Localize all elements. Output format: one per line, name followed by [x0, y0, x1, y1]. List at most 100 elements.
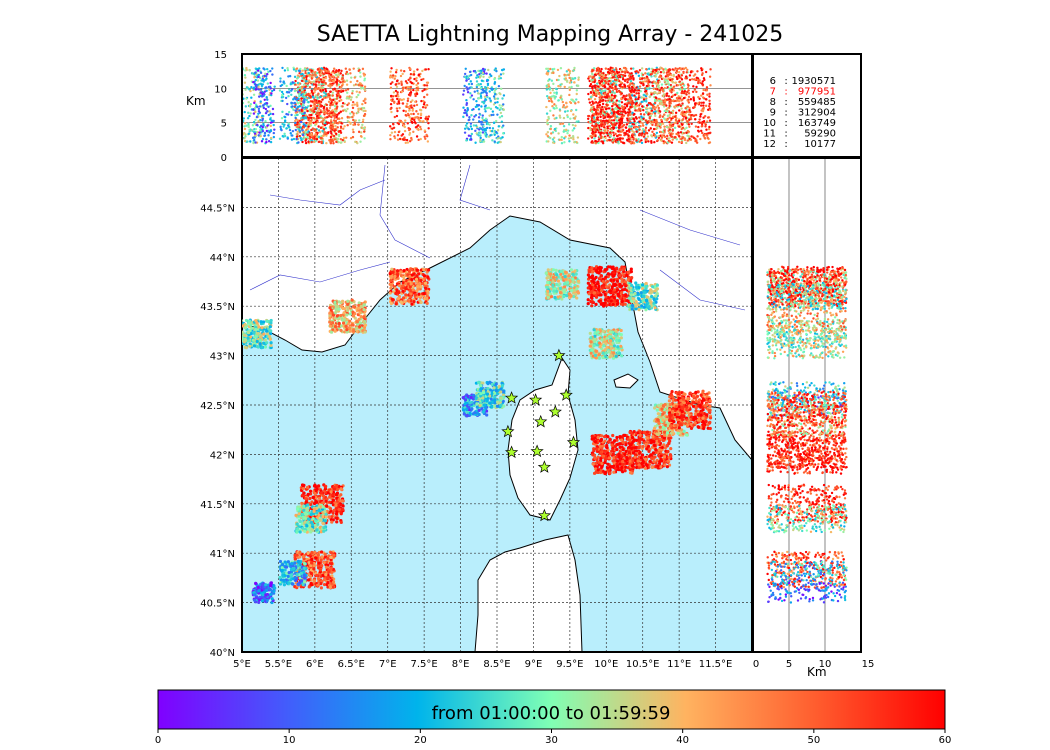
lightning-source-altitude-lon: [419, 112, 423, 115]
lightning-source: [249, 323, 253, 327]
lightning-source: [330, 570, 334, 575]
lightning-source-altitude-lon: [247, 101, 250, 104]
lightning-source: [262, 341, 266, 345]
lightning-source-altitude-lon: [362, 109, 365, 113]
lightning-source: [623, 302, 627, 306]
lightning-source: [499, 390, 503, 394]
lightning-source: [337, 307, 341, 311]
lightning-source-altitude-lon: [407, 105, 411, 109]
lightning-source: [265, 341, 269, 345]
lightning-source-altitude-lon: [423, 84, 426, 87]
lightning-source: [324, 563, 328, 567]
lightning-source-altitude-lon: [389, 133, 392, 137]
lightning-source: [666, 449, 670, 454]
lightning-source: [242, 333, 247, 337]
lightning-source-altitude-lon: [401, 86, 405, 89]
lightning-source: [284, 565, 289, 569]
lightning-source-altitude-lon: [427, 68, 430, 71]
lightning-source: [412, 299, 416, 304]
lightning-source-altitude-lon: [401, 138, 405, 141]
lightning-source: [311, 516, 315, 521]
lightning-source-altitude-lon: [414, 92, 417, 96]
lightning-source: [293, 575, 297, 580]
lightning-source-altitude-lon: [391, 127, 394, 130]
lightning-source: [641, 294, 646, 298]
lightning-source: [290, 562, 294, 566]
lightning-source-altitude-lon: [411, 99, 414, 102]
lightning-source-altitude-lon: [417, 73, 421, 76]
lightning-source: [652, 443, 656, 447]
lightning-source: [257, 589, 261, 593]
lightning-source-altitude-lon: [244, 135, 247, 138]
lightning-source: [362, 315, 366, 319]
lightning-source: [592, 344, 596, 348]
lightning-source: [296, 582, 301, 587]
lightning-source: [331, 585, 335, 589]
lon-tick-labels: 5°E 5.5°E 6°E 6.5°E 7°E 7.5°E 8°E 8.5°E 9°E 9.5°E…: [233, 659, 732, 670]
lightning-source: [319, 582, 323, 586]
lightning-source-altitude-lon: [394, 89, 398, 93]
lightning-source: [600, 434, 604, 438]
lightning-source-altitude-lon: [427, 127, 430, 130]
lightning-source: [691, 404, 696, 408]
lightning-source: [640, 453, 645, 457]
lightning-source-altitude-lon: [358, 71, 362, 74]
lightning-source: [401, 296, 406, 300]
lightning-source: [546, 289, 550, 294]
lightning-source: [346, 299, 350, 303]
lightning-source: [596, 455, 600, 459]
lightning-source: [414, 277, 419, 281]
lightning-source: [326, 581, 330, 585]
lon-tick-label: 10°E: [594, 659, 618, 670]
lightning-source: [677, 396, 681, 400]
lightning-source: [269, 318, 273, 323]
lightning-source: [637, 463, 641, 467]
lightning-source: [707, 408, 712, 412]
lightning-source: [314, 485, 318, 489]
lightning-source-altitude-lon: [259, 134, 262, 138]
lightning-source: [334, 307, 338, 311]
lightning-source: [638, 433, 642, 437]
lightning-source-altitude-lon: [405, 81, 409, 85]
lightning-source-altitude-lon: [409, 104, 413, 108]
lightning-source: [329, 308, 333, 312]
lightning-source-altitude-lon: [335, 109, 338, 113]
lightning-source: [668, 433, 672, 438]
lightning-source: [608, 452, 612, 456]
lightning-source-altitude-lon: [358, 119, 361, 122]
lightning-source-altitude-lon: [415, 92, 419, 96]
lightning-source-altitude-lon: [400, 120, 403, 124]
lightning-source: [595, 343, 599, 347]
lightning-source-altitude-lon: [397, 100, 400, 103]
lon-tick-label: 7°E: [379, 659, 397, 670]
lightning-source-altitude-lon: [408, 128, 411, 132]
lightning-source: [309, 530, 313, 534]
lightning-source: [545, 285, 549, 289]
lightning-source-altitude-lon: [415, 83, 418, 87]
lightning-source: [603, 268, 607, 272]
lightning-source: [345, 313, 349, 317]
lightning-source-altitude-lon: [354, 83, 358, 86]
lightning-source: [351, 305, 356, 309]
lightning-source: [397, 290, 401, 295]
lightning-source: [388, 291, 392, 295]
lightning-source: [347, 322, 351, 326]
lightning-source: [406, 273, 410, 277]
lightning-source: [589, 336, 593, 340]
lightning-source: [344, 324, 348, 328]
lightning-source: [474, 396, 478, 401]
lightning-source-altitude-lon: [243, 127, 247, 131]
lightning-source: [304, 512, 308, 516]
lightning-source: [317, 561, 321, 565]
lightning-source: [347, 326, 352, 330]
lightning-source: [654, 448, 658, 452]
lightning-source-altitude-lon: [349, 122, 352, 126]
lightning-source: [617, 339, 622, 343]
lightning-source: [555, 273, 559, 277]
lightning-source: [634, 307, 638, 311]
lightning-source: [558, 282, 562, 286]
lightning-source-altitude-lon: [243, 110, 246, 114]
lightning-source: [594, 269, 599, 273]
lightning-source: [567, 274, 571, 278]
lightning-source: [324, 572, 328, 577]
